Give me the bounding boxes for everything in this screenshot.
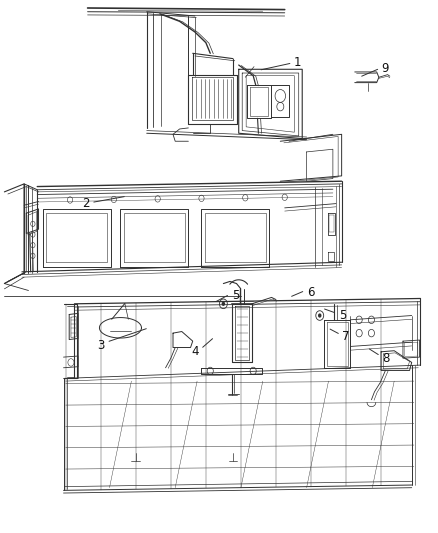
Text: 9: 9 [381,62,389,75]
Text: 6: 6 [307,286,315,298]
Circle shape [222,302,225,306]
Circle shape [318,313,321,318]
Text: 1: 1 [294,56,302,69]
Text: 2: 2 [81,197,89,210]
Text: 4: 4 [191,345,199,358]
Text: 8: 8 [383,352,390,365]
Text: 3: 3 [97,339,104,352]
Text: 7: 7 [342,330,350,343]
Text: 5: 5 [232,289,239,302]
Text: 5: 5 [339,309,346,322]
